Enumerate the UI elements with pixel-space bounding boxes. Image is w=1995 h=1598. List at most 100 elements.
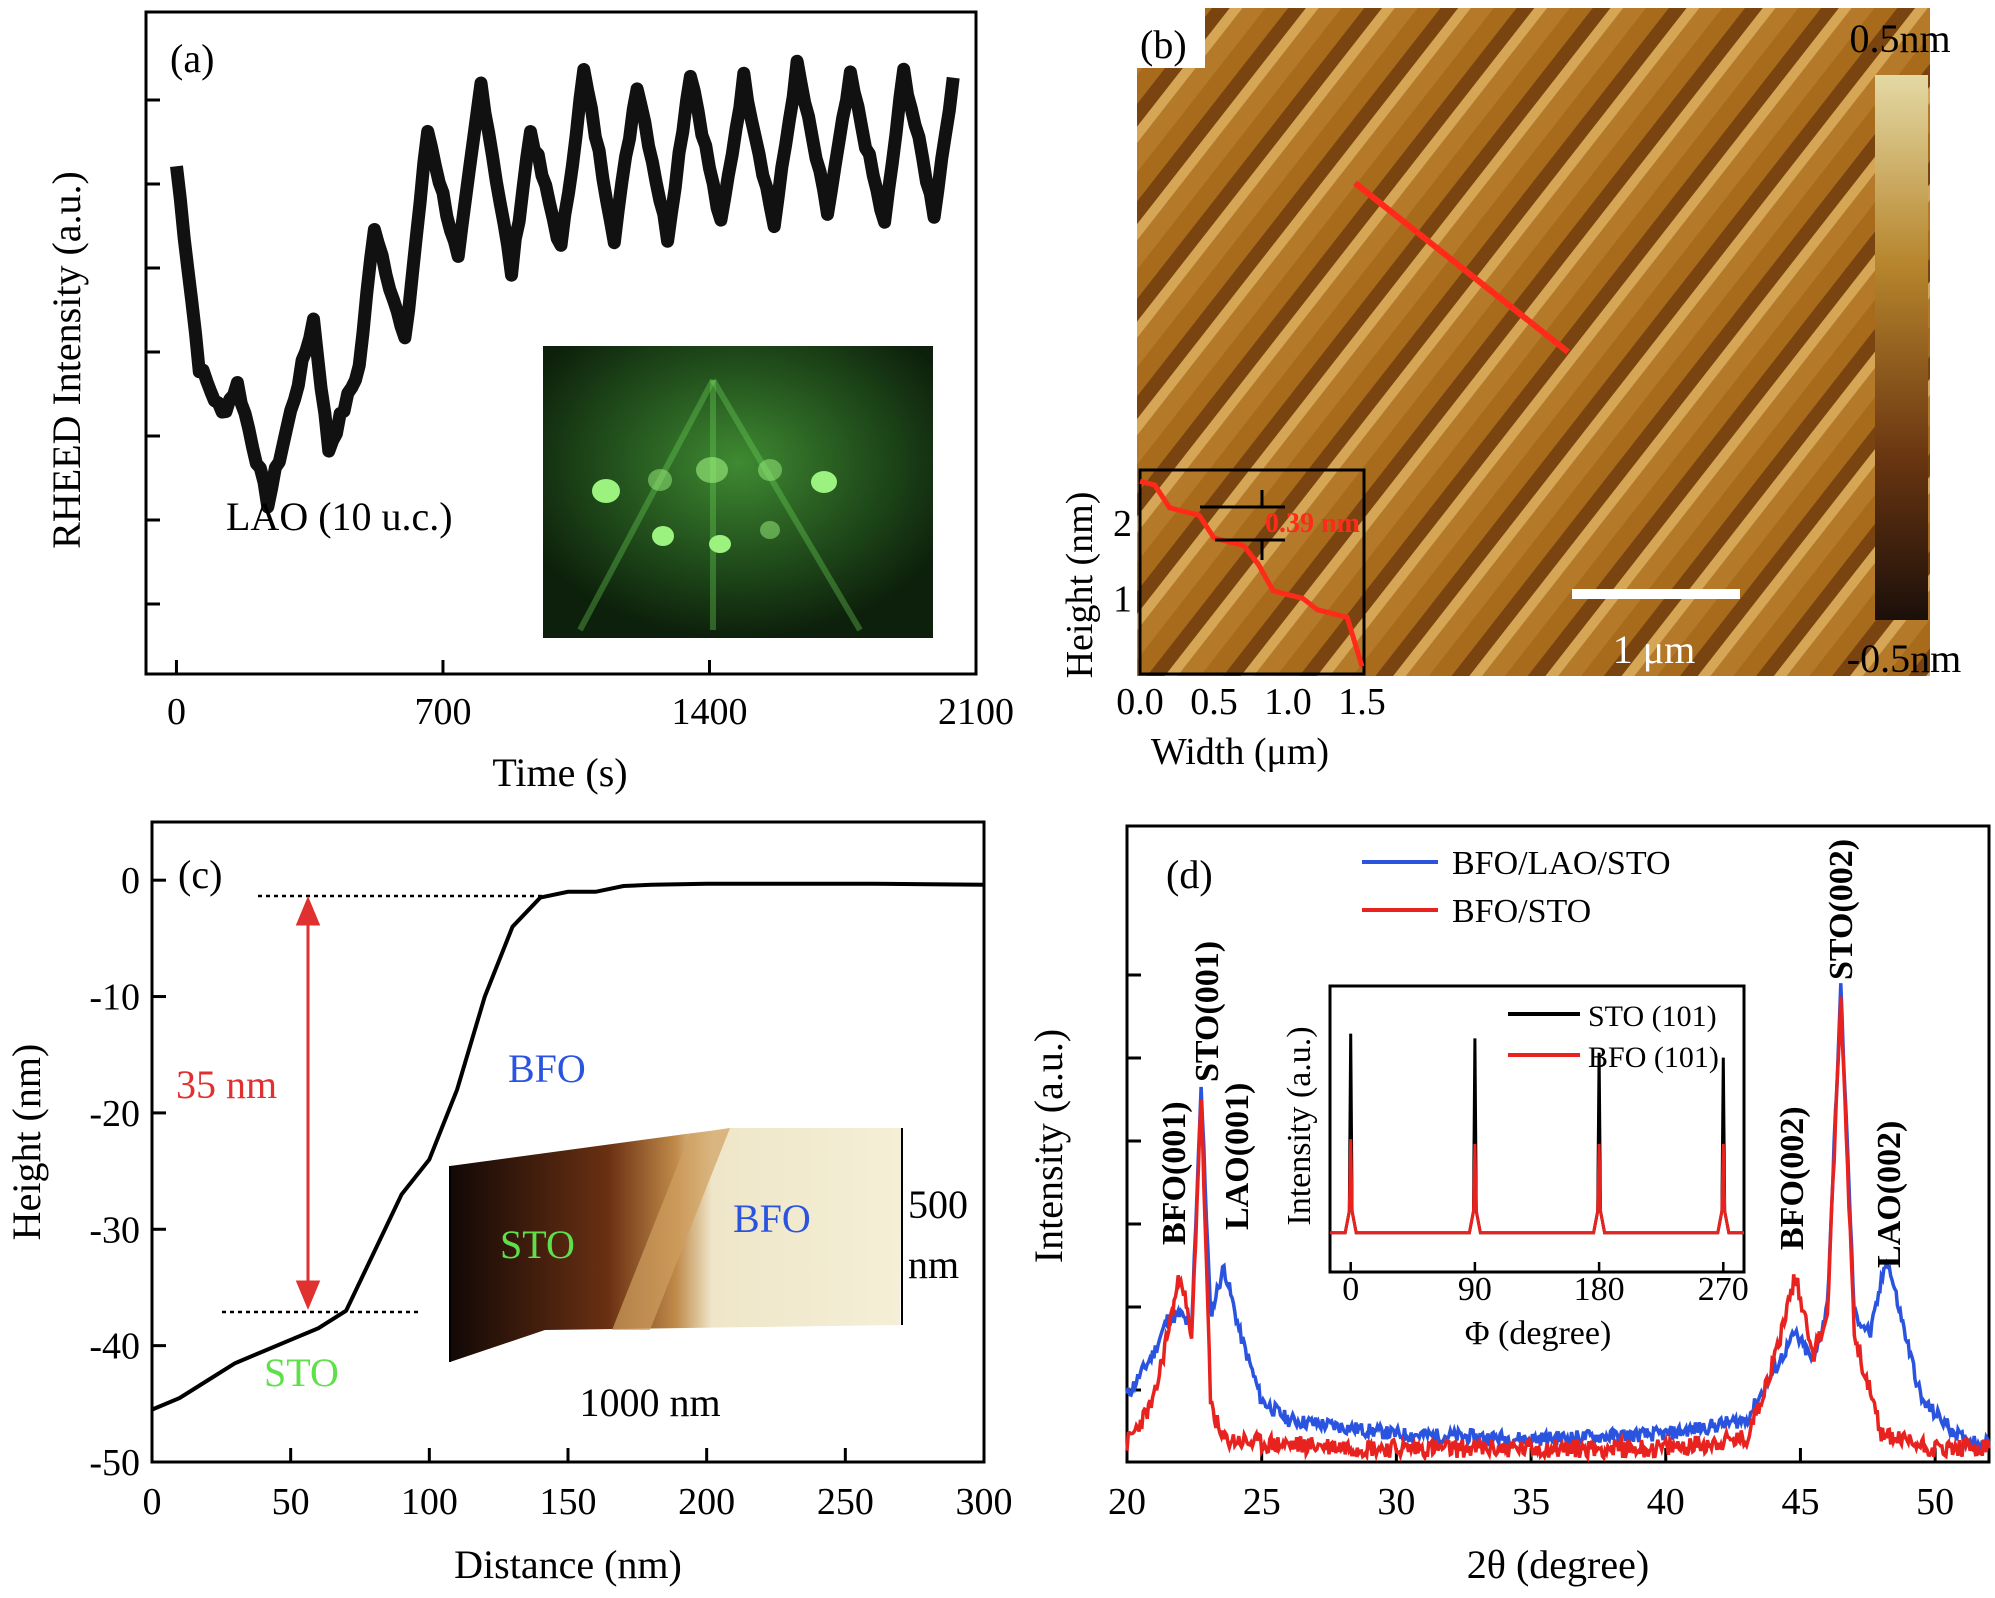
panel-c-ylabel: Height (nm) (4, 1044, 49, 1241)
thickness-arrow (295, 896, 321, 1310)
rheed-spot (652, 526, 674, 546)
phi-inset-xtick-label: 90 (1458, 1271, 1492, 1308)
peak-label: BFO(001) (1156, 1101, 1193, 1245)
panel-c-xtick-label: 250 (817, 1481, 874, 1523)
panel-c-ytick-label: -20 (89, 1093, 140, 1135)
rheed-spot (811, 471, 837, 493)
legend-label-bfo-lao-sto: BFO/LAO/STO (1452, 845, 1671, 882)
phi-legend-label-bfo: BFO (101) (1588, 1041, 1719, 1074)
phi-inset-ylabel: Intensity (a.u.) (1281, 1026, 1318, 1225)
legend-label-bfo-sto: BFO/STO (1452, 893, 1591, 930)
phi-inset-xtick-label: 180 (1574, 1271, 1625, 1308)
panel-a-label: (a) (170, 36, 214, 81)
panel-c-xtick-label: 150 (540, 1481, 597, 1523)
panel-c: (c) 0 50 100 150 200 250 300 0 -10 -20 -30 -40 -50 3… (4, 820, 1013, 1587)
panel-c-xlabel: Distance (nm) (454, 1542, 682, 1587)
afm-3d-inset: STO BFO 500 nm 1000 nm (449, 1128, 968, 1425)
panel-a-xtick-label: 700 (414, 691, 471, 733)
peak-label: LAO(001) (1219, 1083, 1256, 1230)
panel-d: (d) 20 25 30 35 40 45 50 BFO/LAO/STO BFO/STO B… (1026, 824, 1991, 1587)
step-height-label: 0.39 nm (1265, 508, 1360, 539)
rheed-spot (709, 535, 731, 553)
panel-d-xtick-label: 20 (1108, 1481, 1146, 1523)
panel-d-xtick-label: 25 (1243, 1481, 1281, 1523)
afm-3d-z-unit: nm (908, 1242, 959, 1287)
panel-a-xtick-label: 0 (167, 691, 186, 733)
legend: BFO/LAO/STO BFO/STO (1362, 845, 1671, 930)
inset-profile-line (1139, 478, 1365, 668)
sto-label: STO (264, 1350, 339, 1395)
panel-d-ticks: 20 25 30 35 40 45 50 (1108, 973, 1954, 1523)
inset-profile-ytick-label: 2 (1113, 503, 1132, 545)
phi-inset-xtick-label: 0 (1342, 1271, 1359, 1308)
inset-profile-xtick-label: 0.5 (1190, 681, 1238, 723)
inset-profile-ytick-label: 1 (1113, 578, 1132, 620)
thickness-label: 35 nm (176, 1062, 277, 1107)
panel-a-annotation: LAO (10 u.c.) (226, 494, 453, 539)
phi-inset-xlabel: Φ (degree) (1465, 1315, 1612, 1352)
step-height-marker (1200, 490, 1285, 560)
panel-d-xtick-label: 45 (1781, 1481, 1819, 1523)
scale-bar-label: 1 μm (1613, 627, 1696, 672)
afm-3d-step-edge (612, 1128, 730, 1330)
inset-profile-ylabel: Height (nm) (1059, 492, 1101, 679)
peak-label: LAO(002) (1871, 1121, 1908, 1268)
panel-c-ticks: 0 50 100 150 200 250 300 0 -10 -20 -30 -40 -50 (89, 860, 1012, 1523)
panel-d-xtick-label: 35 (1512, 1481, 1550, 1523)
phi-inset-xtick-label: 270 (1698, 1271, 1749, 1308)
rheed-streak (577, 378, 716, 632)
panel-d-xlabel: 2θ (degree) (1467, 1542, 1649, 1587)
series-bfo-sto-line (1125, 996, 1991, 1463)
afm-3d-z-label: 500 (908, 1182, 968, 1227)
bfo-label: BFO (508, 1046, 586, 1091)
panel-c-xtick-label: 0 (143, 1481, 162, 1523)
rheed-streak (710, 378, 863, 632)
inset-profile-xtick-label: 0.0 (1116, 681, 1164, 723)
peak-label: BFO(002) (1774, 1106, 1811, 1250)
panel-a-inset-rheed (543, 346, 933, 638)
phi-inset-ticks: 0 90 180 270 (1342, 1262, 1749, 1308)
panel-b-label-box (1137, 8, 1205, 68)
panel-c-ytick-label: -10 (89, 977, 140, 1019)
phi-legend-label-sto: STO (101) (1588, 1000, 1717, 1033)
phi-series-bfo-line (1330, 1139, 1744, 1235)
panel-c-xtick-label: 50 (272, 1481, 310, 1523)
inset-profile-xtick-label: 1.5 (1338, 681, 1386, 723)
panel-a-ticks: 0 700 1400 2100 (146, 98, 1014, 733)
peak-label: STO(002) (1823, 839, 1860, 980)
panel-a-ylabel: RHEED Intensity (a.u.) (44, 171, 89, 549)
phi-inset-frame (1328, 984, 1746, 1274)
panel-d-xtick-label: 30 (1377, 1481, 1415, 1523)
afm-profile-line (1353, 180, 1570, 355)
panel-b: (b) 1 μm 0.5nm -0.5nm 0.39 nm 0.0 0.5 1.0 1… (1059, 8, 1961, 773)
panel-c-ytick-label: -50 (89, 1442, 140, 1484)
panel-c-ytick-label: -30 (89, 1209, 140, 1251)
panel-d-xtick-label: 40 (1647, 1481, 1685, 1523)
rheed-spot (760, 521, 780, 539)
panel-c-label: (c) (178, 852, 222, 897)
panel-c-xtick-label: 100 (401, 1481, 458, 1523)
panel-a-frame (144, 10, 978, 676)
colorbar-max-label: 0.5nm (1849, 16, 1950, 61)
panel-a-xlabel: Time (s) (492, 750, 627, 795)
panel-c-ytick-label: 0 (121, 860, 140, 902)
panel-a-xtick-label: 2100 (938, 691, 1014, 733)
inset-profile-ticks: 0.0 0.5 1.0 1.5 1 2 (1113, 503, 1386, 723)
panel-a-xtick-label: 1400 (671, 691, 747, 733)
afm-3d-sto-label: STO (500, 1222, 575, 1267)
panel-d-frame (1125, 824, 1991, 1464)
colorbar-min-label: -0.5nm (1847, 636, 1961, 681)
panel-d-xtick-label: 50 (1916, 1481, 1954, 1523)
panel-d-ylabel: Intensity (a.u.) (1026, 1029, 1071, 1263)
rheed-spot (758, 459, 782, 481)
inset-profile-xtick-label: 1.0 (1264, 681, 1312, 723)
afm-3d-bfo-label: BFO (733, 1196, 811, 1241)
panel-a-series-line (170, 54, 960, 514)
colorbar (1875, 75, 1928, 620)
inset-profile-xlabel: Width (μm) (1151, 731, 1329, 773)
panel-c-xtick-label: 300 (956, 1481, 1013, 1523)
phi-scan-inset: 0 90 180 270 STO (101) BFO (101) Φ (degree)… (1281, 984, 1749, 1352)
inset-profile-bg (1138, 468, 1366, 676)
peak-label: STO(001) (1189, 941, 1226, 1082)
